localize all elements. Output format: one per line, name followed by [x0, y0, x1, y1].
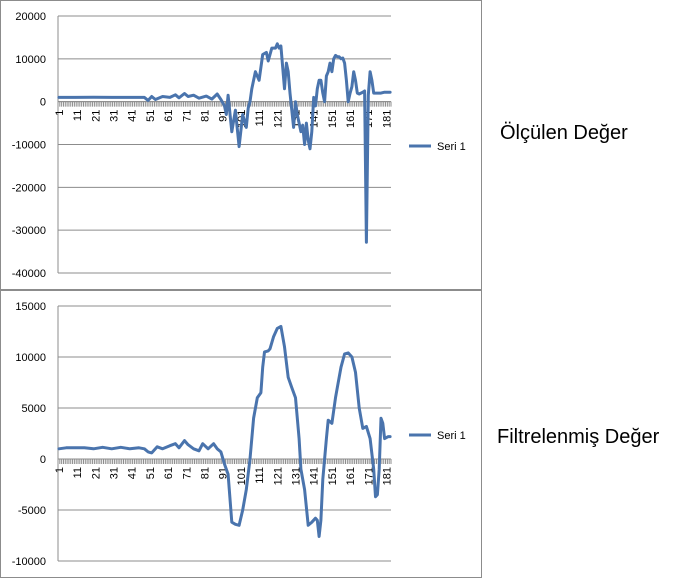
y-tick-label: 5000 [22, 403, 46, 415]
x-tick-label: 71 [181, 467, 193, 479]
y-tick-label: 0 [40, 97, 46, 109]
y-tick-label: -10000 [12, 556, 46, 568]
y-tick-label: 20000 [15, 11, 46, 23]
x-tick-label: 61 [163, 467, 175, 479]
y-tick-label: 10000 [15, 352, 46, 364]
x-tick-label: 141 [309, 467, 321, 485]
x-tick-label: 181 [381, 467, 393, 485]
legend-label: Seri 1 [437, 141, 466, 153]
y-tick-label: -10000 [12, 140, 46, 152]
x-tick-label: 161 [345, 467, 357, 485]
chart-measured: 20000 10000 0 -10000 -20000 -30000 -40000 1 11 21… [0, 0, 482, 290]
caption-filtered: Filtrelenmiş Değer [497, 426, 660, 448]
x-tick-label: 31 [109, 110, 121, 122]
x-tick-label: 111 [254, 110, 266, 127]
x-tick-label: 71 [181, 110, 193, 122]
x-tick-label: 21 [90, 467, 102, 479]
x-tick-label: 121 [272, 467, 284, 485]
series-line [57, 42, 392, 244]
y-tick-label: -5000 [18, 505, 46, 517]
x-tick-label: 1 [54, 467, 66, 473]
x-tick-label: 81 [199, 110, 211, 122]
x-tick-label: 41 [127, 110, 139, 122]
x-tick-label: 11 [72, 110, 84, 121]
y-tick-label: -20000 [12, 182, 46, 194]
x-tick-label: 31 [109, 467, 121, 479]
x-tick-label: 41 [127, 467, 139, 479]
x-tick-label: 161 [345, 110, 357, 128]
x-tick-label: 131 [290, 467, 302, 485]
x-tick-label: 1 [54, 110, 66, 116]
chart-filtered: 15000 10000 5000 0 -5000 -10000 1 11 21 31 41 51 61 7… [0, 290, 482, 578]
x-tick-label: 21 [90, 110, 102, 122]
caption-measured: Ölçülen Değer [500, 122, 628, 144]
x-tick-label: 51 [145, 467, 157, 479]
x-tick-label: 111 [254, 467, 266, 484]
x-tick-label: 61 [163, 110, 175, 122]
x-tick-label: 181 [381, 110, 393, 128]
legend-label: Seri 1 [437, 430, 466, 442]
x-tick-label: 171 [363, 467, 375, 485]
x-tick-label: 51 [145, 110, 157, 122]
x-tick-label: 81 [199, 467, 211, 479]
x-tick-label: 151 [327, 467, 339, 485]
y-tick-label: 10000 [15, 54, 46, 66]
x-tick-label: 121 [272, 110, 284, 128]
x-tick-label: 151 [327, 110, 339, 128]
series-line [57, 324, 392, 538]
x-tick-label: 11 [72, 467, 84, 478]
y-tick-label: 0 [40, 454, 46, 466]
y-tick-label: -40000 [12, 268, 46, 280]
y-tick-label: 15000 [15, 301, 46, 313]
x-tick-label: 101 [236, 467, 248, 485]
x-tick-label: 141 [309, 110, 321, 128]
y-tick-label: -30000 [12, 225, 46, 237]
